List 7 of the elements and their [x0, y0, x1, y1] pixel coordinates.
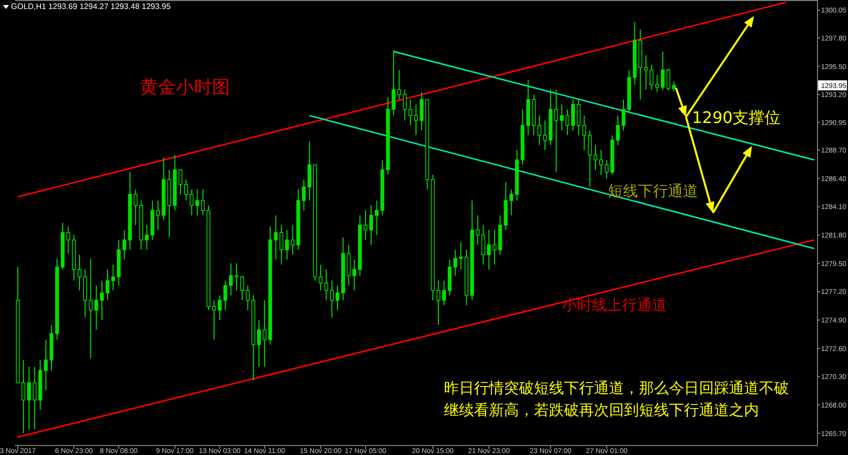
annotation: 1290支撑位 [692, 108, 781, 127]
annotation: 小时线上行通道 [562, 296, 667, 314]
annotation: 短线下行通道 [608, 182, 698, 200]
annotation: 昨日行情突破短线下行通道，那么今日回踩通道不破 [444, 379, 789, 397]
subtitle: 黄金小时图 [140, 77, 230, 98]
title: GOLD,H1 1293.69 1294.27 1293.48 1293.95 [11, 2, 171, 11]
annotation: 继续看新高，若跌破再次回到短线下行通道之内 [444, 401, 759, 419]
